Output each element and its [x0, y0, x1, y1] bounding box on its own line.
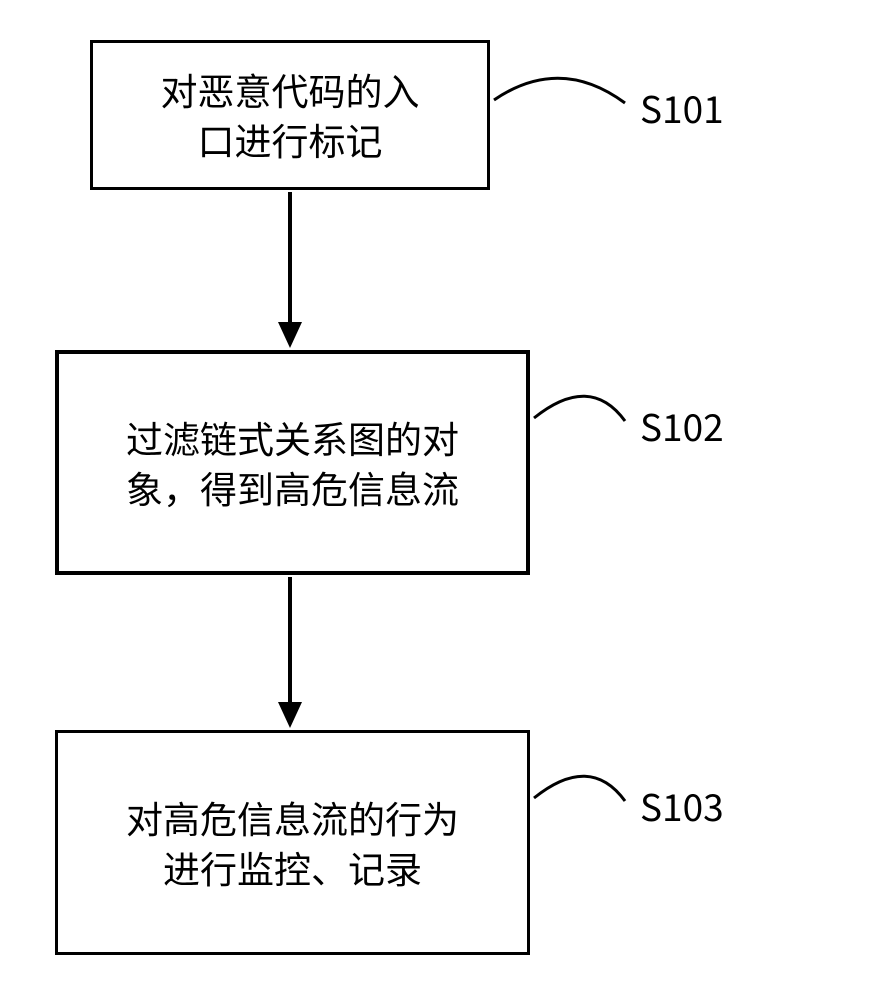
callout-s102 — [534, 396, 625, 421]
step-s101-text: 对恶意代码的入 口进行标记 — [161, 65, 420, 165]
step-s101-label: S101 — [640, 80, 724, 134]
step-s102-label: S102 — [640, 398, 724, 452]
edge-s102-s103-arrow — [278, 702, 302, 728]
step-s102-text: 过滤链式关系图的对 象，得到高危信息流 — [126, 413, 459, 513]
callout-s101 — [494, 78, 625, 103]
step-s103-label: S103 — [640, 778, 724, 832]
flowchart-canvas: 对恶意代码的入 口进行标记 S101 过滤链式关系图的对 象，得到高危信息流 S… — [0, 0, 892, 988]
step-s101-box: 对恶意代码的入 口进行标记 — [90, 40, 490, 190]
callout-s103 — [534, 776, 625, 801]
edge-s101-s102-arrow — [278, 322, 302, 348]
step-s102-box: 过滤链式关系图的对 象，得到高危信息流 — [55, 350, 530, 575]
step-s103-box: 对高危信息流的行为 进行监控、记录 — [55, 730, 530, 955]
step-s103-text: 对高危信息流的行为 进行监控、记录 — [126, 793, 459, 893]
